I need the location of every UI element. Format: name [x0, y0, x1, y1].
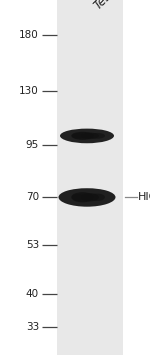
Ellipse shape — [60, 129, 114, 143]
Ellipse shape — [72, 133, 84, 138]
Text: 53: 53 — [26, 240, 39, 250]
Ellipse shape — [90, 133, 105, 139]
Ellipse shape — [58, 188, 116, 207]
Text: 33: 33 — [26, 322, 39, 332]
Text: 70: 70 — [26, 192, 39, 202]
Ellipse shape — [90, 193, 105, 201]
Text: 180: 180 — [19, 29, 39, 39]
Ellipse shape — [81, 132, 99, 139]
Text: Testis: Testis — [92, 0, 124, 12]
Text: 130: 130 — [19, 86, 39, 95]
FancyBboxPatch shape — [57, 0, 123, 355]
Text: 95: 95 — [26, 140, 39, 149]
Ellipse shape — [71, 192, 94, 202]
Ellipse shape — [72, 194, 84, 201]
Ellipse shape — [81, 193, 99, 201]
Text: 40: 40 — [26, 289, 39, 299]
Text: HIC1: HIC1 — [138, 192, 150, 202]
Ellipse shape — [71, 132, 94, 140]
